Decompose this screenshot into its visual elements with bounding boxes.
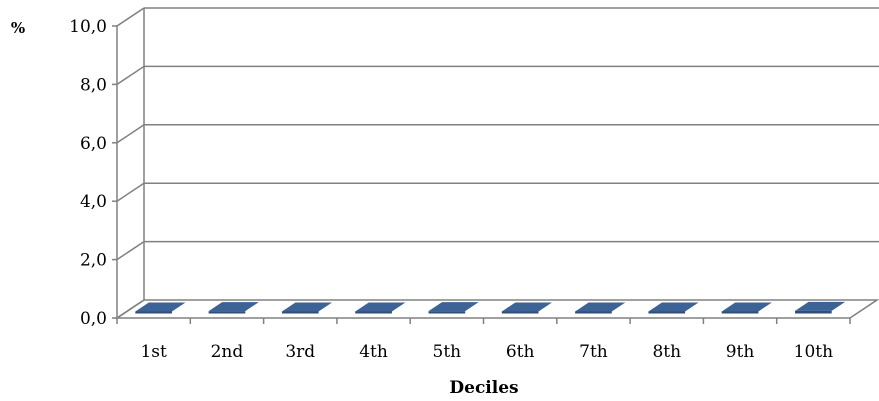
bar-front xyxy=(135,311,172,314)
y-tick-labels: 0,0 2,0 4,0 6,0 8,0 10,0 xyxy=(69,17,107,329)
gridline-connector xyxy=(116,7,145,27)
bar xyxy=(648,302,699,314)
y-tick-label: 10,0 xyxy=(69,17,107,37)
y-tick-label: 0,0 xyxy=(80,309,107,329)
y-tick-label: 4,0 xyxy=(80,192,107,212)
bar-top xyxy=(721,302,772,312)
bar-front xyxy=(208,311,246,314)
bar xyxy=(575,302,626,314)
bar-top xyxy=(355,302,406,312)
gridline-connector xyxy=(116,124,145,144)
bar-top xyxy=(135,302,186,312)
x-tick-label: 8th xyxy=(652,342,681,362)
bar xyxy=(208,302,259,314)
bar xyxy=(721,302,772,314)
bar-top xyxy=(575,302,626,312)
bar-front xyxy=(428,311,466,314)
bar xyxy=(355,302,406,314)
y-tick-label: 6,0 xyxy=(80,134,107,154)
x-tick-label: 9th xyxy=(726,342,755,362)
gridline-connector xyxy=(116,299,145,319)
bar-front xyxy=(648,311,686,314)
bar-front xyxy=(355,311,392,314)
x-tick-label: 10th xyxy=(794,342,833,362)
bar-top xyxy=(648,302,699,312)
bar xyxy=(501,302,552,314)
bar-front xyxy=(501,311,539,314)
bar-front xyxy=(795,310,832,314)
x-tick-label: 5th xyxy=(433,342,462,362)
y-tick-label: 2,0 xyxy=(80,251,107,271)
x-axis-label: Deciles xyxy=(449,378,518,398)
x-tick-label: 4th xyxy=(359,342,388,362)
bar-front xyxy=(721,311,759,314)
bar xyxy=(428,302,479,314)
x-tick-label: 2nd xyxy=(211,342,244,362)
bar-top xyxy=(501,302,552,312)
x-tick-label: 3rd xyxy=(285,342,315,362)
gridline-connector xyxy=(116,182,145,202)
gridline-connector xyxy=(116,65,145,86)
bar xyxy=(135,302,186,314)
bar xyxy=(281,302,333,314)
x-tick-label: 7th xyxy=(579,342,608,362)
x-tick-label: 6th xyxy=(506,342,535,362)
bar xyxy=(795,301,846,314)
bar-top xyxy=(281,302,333,312)
bar-top xyxy=(795,301,846,311)
bar-top xyxy=(428,302,479,312)
y-axis-label: % xyxy=(11,19,25,37)
axes xyxy=(116,8,851,324)
x-tick-labels: 1st 2nd 3rd 4th 5th 6th 7th 8th 9th 10th xyxy=(140,342,833,362)
bars xyxy=(135,301,846,314)
y-tick-label: 8,0 xyxy=(80,75,107,95)
gridline-connector xyxy=(116,240,145,261)
bar-front xyxy=(281,311,319,314)
gridlines xyxy=(112,7,879,319)
x-tick-label: 1st xyxy=(140,342,167,362)
bar-front xyxy=(575,311,612,314)
bar-top xyxy=(208,302,259,312)
